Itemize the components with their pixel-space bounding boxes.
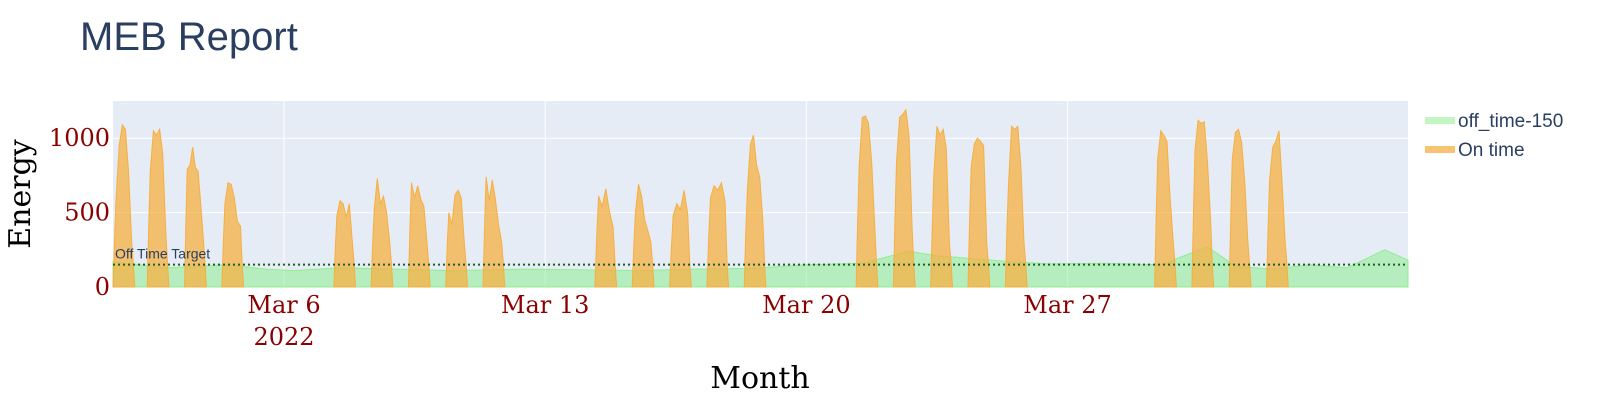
on-time-peak-18 [967, 137, 991, 288]
on-time-peak-10 [594, 188, 618, 288]
x-axis-ticks: Mar 6 2022 Mar 13 Mar 20 Mar 27 [247, 291, 1111, 351]
on-time-peak-16 [892, 108, 916, 288]
on-time-peak-13 [706, 181, 730, 288]
legend-swatch [1425, 146, 1455, 153]
legend: off_time-150 On time [1425, 111, 1563, 161]
on-time-peak-20 [1154, 129, 1177, 288]
on-time-peak-23 [1265, 130, 1289, 288]
legend-label: off_time-150 [1458, 111, 1563, 132]
on-time-peak-17 [930, 126, 954, 288]
on-time-peak-3 [183, 147, 207, 288]
y-tick-label: 500 [64, 199, 110, 227]
x-tick-sublabel: 2022 [253, 323, 314, 351]
on-time-peak-21 [1191, 119, 1215, 288]
chart-title: MEB Report [80, 15, 298, 59]
reference-line-layer: Off Time Target [113, 246, 1408, 266]
x-tick-label: Mar 27 [1023, 291, 1112, 319]
y-axis-ticks: 0 500 1000 [49, 124, 110, 301]
legend-label: On time [1458, 140, 1525, 161]
on-time-peak-7 [407, 182, 431, 288]
x-tick-label: Mar 20 [762, 291, 851, 319]
on-time-peak-22 [1228, 128, 1252, 288]
on-time-peak-11 [631, 184, 655, 288]
series-layer [112, 108, 1409, 288]
on-time-peak-15 [855, 115, 879, 288]
legend-swatch [1425, 117, 1455, 124]
y-tick-label: 0 [95, 273, 110, 301]
on-time-peak-19 [1004, 125, 1028, 288]
on-time-peak-8 [445, 189, 469, 288]
on-time-peak-6 [370, 178, 394, 288]
y-axis-title: Energy [3, 139, 38, 249]
x-tick-label: Mar 13 [501, 291, 590, 319]
x-axis-title: Month [710, 361, 809, 396]
on-time-peak-12 [669, 190, 692, 288]
on-time-peak-4 [221, 182, 245, 288]
on-time-peak-2 [146, 127, 170, 288]
off-time-target-label: Off Time Target [115, 246, 210, 262]
on-time-peak-14 [743, 135, 767, 288]
y-tick-label: 1000 [49, 124, 110, 152]
on-time-peak-9 [482, 176, 506, 288]
on-time-peak-1 [112, 123, 136, 288]
x-tick-label: Mar 6 [247, 291, 320, 319]
